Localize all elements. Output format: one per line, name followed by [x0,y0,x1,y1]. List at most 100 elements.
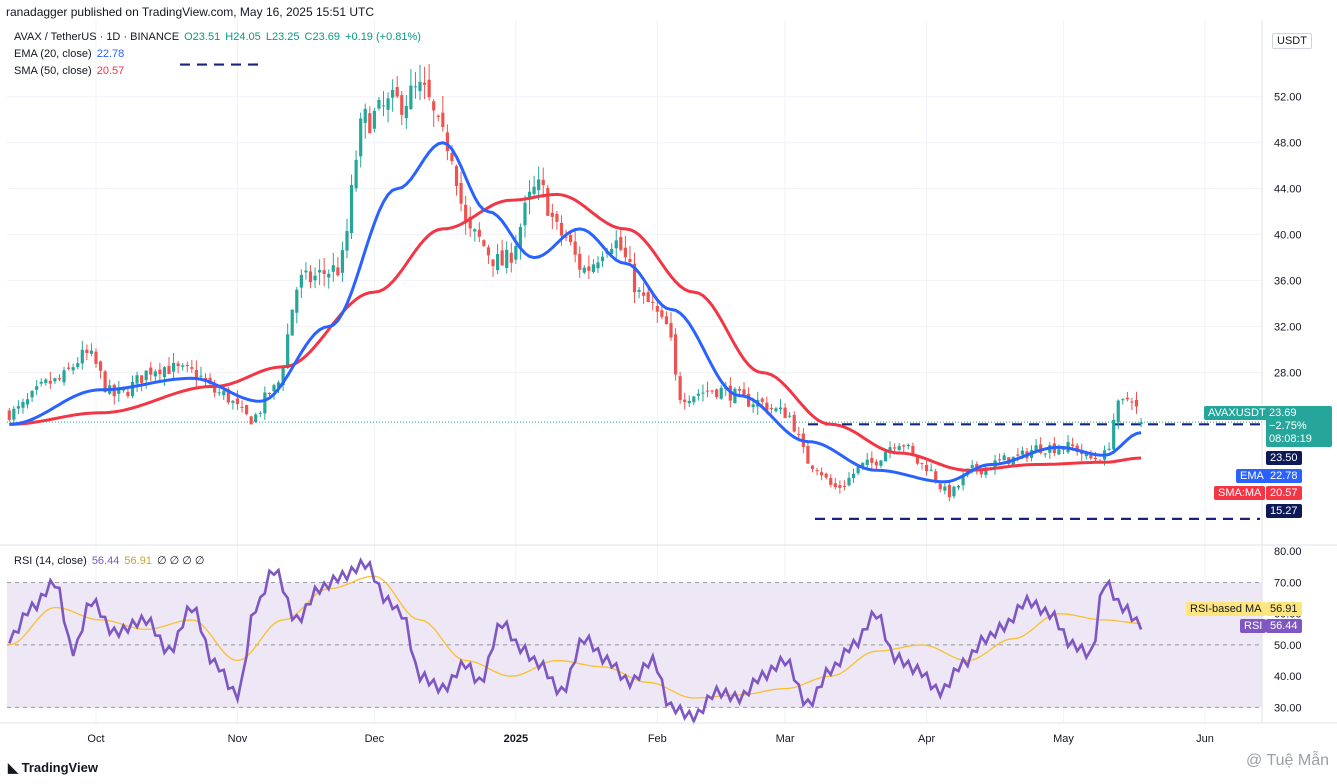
candle-body [459,182,463,204]
candle-body [792,414,796,432]
candle-body [806,446,810,464]
candle-body [600,256,605,262]
candle-body [418,81,422,92]
candle-body [1130,401,1134,403]
time-tick-label: Oct [87,733,104,745]
candle-body [742,389,746,395]
ema-axis-label: EMA [1236,469,1268,483]
price-tick-label: 44.00 [1274,184,1302,196]
candle-body [888,447,892,453]
candle-body [1084,452,1088,457]
candle-body [44,379,48,383]
candle-body [272,385,276,392]
candle-body [1016,454,1020,456]
candle-body [244,405,249,415]
candle-body [313,275,317,281]
candle-body [39,381,43,384]
ohlc-change: +0.19 (+0.81%) [345,31,421,43]
candle-body [372,110,376,129]
sma-axis-value: 20.57 [1266,486,1302,500]
candle-body [21,401,25,408]
candle-body [454,166,459,187]
candle-body [249,416,253,425]
symbol-legend[interactable]: AVAX / TetherUS · 1D · BINANCE O23.51 H2… [14,31,423,43]
rsi-lines [8,557,1143,725]
price-tag-value: 23.69 [1269,407,1297,419]
candle-body [1057,449,1061,455]
sma-legend[interactable]: SMA (50, close) 20.57 [14,65,126,77]
tradingview-logo-icon: ◣ [8,760,22,775]
ohlc-high: H24.05 [225,31,261,43]
candle-body [276,382,281,388]
tradingview-logo[interactable]: ◣ TradingView [8,760,98,776]
candle-body [130,381,135,397]
candle-body [322,270,326,274]
candle-body [240,406,244,408]
candle-body [359,118,363,157]
candle-body [902,445,906,447]
candle-body [85,349,89,354]
candle-body [103,371,107,393]
candle-body [340,250,345,273]
candle-body [1071,444,1075,447]
candle-body [924,464,929,472]
candle-body [573,241,577,255]
tradingview-logo-text: TradingView [21,760,98,775]
candle-body [226,389,230,403]
publisher-line: ranadagger published on TradingView.com,… [6,5,375,19]
price-tick-label: 40.00 [1274,230,1302,242]
candle-body [217,392,221,394]
candle-body [199,375,203,377]
candle-body [979,470,983,475]
sma-axis-label: SMA:MA [1214,486,1266,500]
candle-body [386,98,390,110]
rsi-tick-label: 30.00 [1274,702,1302,714]
candle-body [797,434,801,436]
candle-body [851,473,856,479]
ema-axis-value: 22.78 [1266,469,1302,483]
candle-body [149,367,153,375]
candle-body [555,213,559,222]
ohlc-low: L23.25 [265,31,300,43]
candle-body [642,292,646,296]
candle-body [861,462,865,467]
candle-body [820,472,824,476]
candle-body [432,101,436,111]
ema-legend[interactable]: EMA (20, close) 22.78 [14,48,126,60]
currency-label[interactable]: USDT [1272,33,1312,49]
rsi-ma-axis-label: RSI-based MA [1186,602,1266,616]
candle-body [660,310,664,317]
candle-body [304,270,308,273]
time-tick-label: 2025 [504,733,528,745]
candle-body [368,113,372,134]
candle-body [213,386,217,393]
candle-body [450,152,454,162]
candle-body [190,367,194,369]
candle-body [222,390,226,396]
candle-body [25,399,30,405]
candle-body [614,240,618,249]
candle-body [678,376,682,401]
candle-body [856,466,860,474]
candle-body [824,473,828,478]
candle-body [956,485,961,488]
candle-body [952,486,956,497]
candle-body [94,351,98,364]
candle-body [1121,399,1125,401]
rsi-legend[interactable]: RSI (14, close) 56.44 56.91 ∅ ∅ ∅ ∅ [14,554,207,567]
rsi-legend-extras: ∅ ∅ ∅ ∅ [157,555,205,567]
candle-body [126,391,130,397]
price-tick-label: 28.00 [1274,368,1302,380]
candle-body [838,485,842,488]
price-tag-countdown: 08:08:19 [1269,433,1312,445]
candle-body [464,204,468,222]
candle-body [692,396,696,403]
sma-legend-label: SMA (50, close) [14,65,92,77]
candle-body [7,410,11,420]
time-tick-label: Jun [1196,733,1214,745]
candle-body [89,350,94,354]
candle-body [140,375,144,383]
indicator-lines [9,141,1142,484]
candle-body [669,323,673,338]
